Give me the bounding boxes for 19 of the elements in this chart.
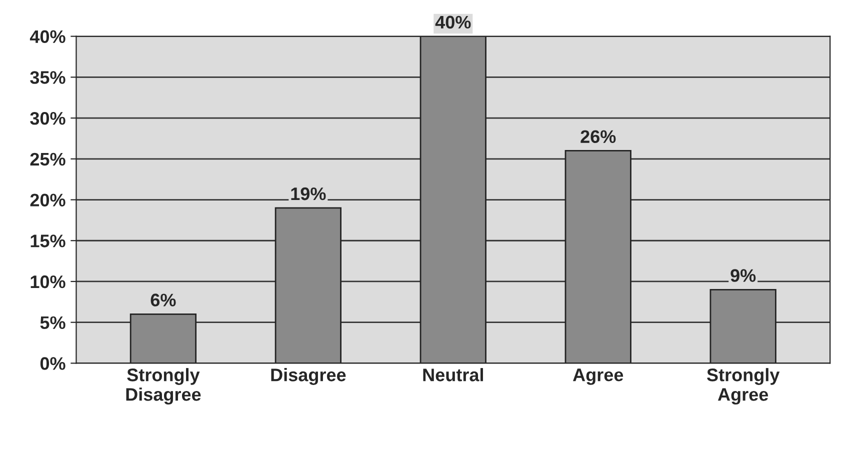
data-label: 6%: [150, 294, 176, 306]
y-tick-label: 15%: [30, 234, 66, 248]
y-tick-label: 5%: [40, 316, 66, 330]
x-tick-label: Neutral: [423, 368, 483, 382]
x-tick-label: Agree: [572, 368, 624, 385]
x-tick-label: Disagree: [271, 368, 346, 385]
y-tick-label: 35%: [30, 71, 66, 84]
data-label: 9%: [730, 269, 756, 282]
x-tick-label: Strongly Agree: [706, 368, 780, 404]
y-tick-label: 40%: [30, 30, 66, 44]
y-tick-label: 25%: [30, 152, 66, 166]
y-tick-label: 10%: [30, 275, 66, 288]
data-label: 19%: [291, 187, 326, 200]
data-label: 40%: [435, 16, 471, 29]
y-tick-label: 30%: [30, 112, 66, 125]
y-tick-label: 20%: [30, 194, 66, 206]
data-label: 26%: [580, 130, 616, 143]
x-tick-label: Strongly Disagree: [126, 368, 201, 404]
y-tick-label: 0%: [40, 357, 66, 370]
